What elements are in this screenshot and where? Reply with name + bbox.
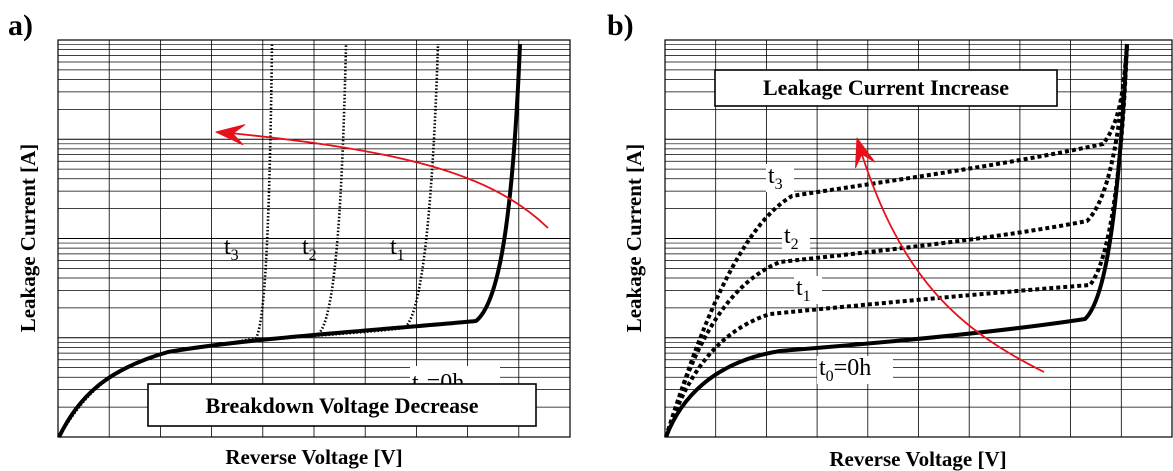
panel-b-curve-t0 — [664, 43, 1129, 438]
panel-a-label-t3: t3 — [224, 234, 239, 264]
panel-a-arrow-shaft — [219, 131, 549, 229]
panel-b-label-t2: t2 — [784, 223, 799, 253]
panel-a-label-t1: t1 — [390, 234, 405, 264]
panel-a-curve-t1 — [57, 43, 440, 438]
panel-b-arrow — [855, 137, 1045, 373]
panel-b-annotation: Leakage Current Increase — [763, 75, 1009, 100]
panel-b-curve-t3 — [664, 43, 1129, 438]
panel-b-label: b) — [607, 9, 634, 42]
panel-b-xlabel: Reverse Voltage [V] — [829, 447, 1006, 471]
panel-b-curve-t2 — [664, 43, 1129, 438]
panel-a-curve-t3 — [57, 43, 274, 438]
panel-a-label: a) — [8, 9, 33, 42]
panel-a-grid — [58, 40, 570, 437]
panel-a-arrow-head — [215, 124, 246, 146]
panel-a-curve-t0 — [57, 43, 522, 438]
panel-a-curves — [57, 43, 522, 438]
panel-a-annotation: Breakdown Voltage Decrease — [206, 393, 479, 418]
panel-b-label-t0: t0=0h — [819, 355, 871, 385]
panel-a-curve-t2 — [57, 43, 348, 438]
panel-a-annotation-box — [147, 383, 537, 427]
panel-b-label-bgs — [766, 164, 893, 384]
panel-b-arrow-shaft — [857, 141, 1045, 373]
panel-b-label-t1: t1 — [796, 275, 811, 305]
panel-b-plot-frame — [664, 39, 1173, 438]
panel-a-ylabel: Leakage Current [A] — [16, 144, 40, 333]
panel-b-curve-t1 — [664, 43, 1129, 438]
panel-b-label-t3: t3 — [768, 163, 783, 193]
panel-b: b) Leakage Current Increase t3 t2 t1 t0=… — [607, 9, 1173, 471]
panel-b-arrow-head — [855, 137, 876, 169]
panel-a-label-t2: t2 — [302, 234, 317, 264]
panel-a: a) t3 t2 t1 t0=0h Breakdown Voltage Decr… — [8, 9, 571, 469]
panel-b-curves — [664, 43, 1129, 438]
panel-a-xlabel: Reverse Voltage [V] — [225, 445, 402, 469]
panel-b-annotation-box — [714, 69, 1058, 107]
panel-a-arrow — [215, 124, 549, 229]
panel-a-plot-frame — [57, 39, 571, 438]
panel-b-ylabel: Leakage Current [A] — [622, 144, 646, 333]
